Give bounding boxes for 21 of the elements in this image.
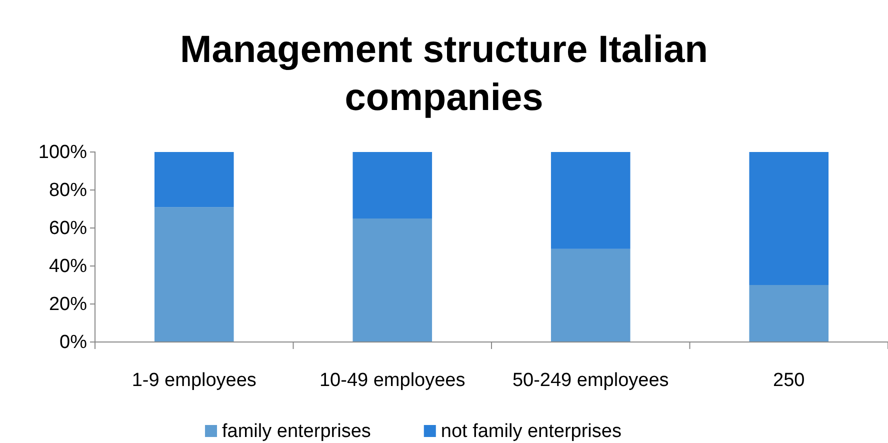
bar: [550, 152, 630, 249]
y-tick-label: 40%: [48, 256, 88, 278]
y-tick-label: 100%: [38, 142, 88, 164]
legend-label: family enterprises: [222, 421, 371, 442]
bar: [749, 152, 829, 285]
bar: [352, 218, 432, 342]
bar: [550, 248, 630, 342]
y-tick-label: 60%: [48, 218, 88, 240]
x-tick-label: 250: [773, 370, 805, 391]
bar: [154, 152, 234, 208]
chart-title: Management structure Italian companies: [180, 29, 708, 119]
x-tick-label: 50-249 employees: [512, 370, 669, 391]
legend-label: not family enterprises: [440, 421, 622, 442]
x-tick-label: 1-9 employees: [132, 370, 256, 391]
y-tick-label: 80%: [48, 180, 88, 202]
y-tick-label: 20%: [48, 294, 88, 316]
bar: [154, 207, 234, 342]
bar: [352, 152, 432, 218]
bar: [749, 285, 829, 342]
x-tick-label: 10-49 employees: [319, 370, 466, 391]
y-tick-label: 0%: [60, 332, 88, 354]
